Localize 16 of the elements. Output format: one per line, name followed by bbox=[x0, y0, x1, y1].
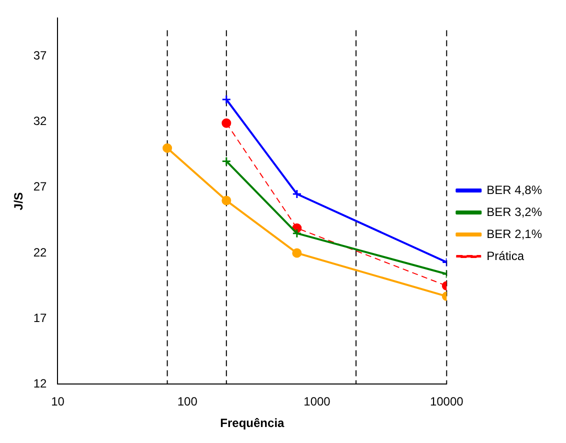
x-axis-title: Frequência bbox=[220, 416, 285, 430]
y-tick-label: 32 bbox=[33, 114, 48, 128]
legend-label: BER 3,2% bbox=[486, 204, 542, 219]
x-tick-label: 10 bbox=[51, 394, 65, 409]
legend-label: BER 4,8% bbox=[486, 182, 542, 197]
x-tick-label: 100 bbox=[177, 394, 198, 409]
y-tick-label: 17 bbox=[33, 310, 48, 325]
legend-label: Prática bbox=[486, 248, 524, 263]
legend-label: BER 2,1% bbox=[486, 226, 542, 241]
y-tick-label: 22 bbox=[33, 245, 48, 260]
y-tick-label: 37 bbox=[33, 48, 48, 63]
x-tick-label: 1000 bbox=[304, 394, 331, 409]
y-axis-title: J/S bbox=[12, 192, 26, 210]
y-tick-label: 12 bbox=[33, 376, 48, 391]
x-tick-label: 10000 bbox=[430, 394, 464, 409]
y-tick-label: 27 bbox=[33, 180, 48, 194]
